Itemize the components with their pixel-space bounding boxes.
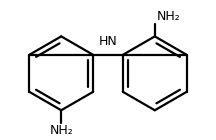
Text: HN: HN — [99, 35, 117, 48]
Text: NH₂: NH₂ — [157, 10, 181, 23]
Text: NH₂: NH₂ — [49, 124, 73, 137]
